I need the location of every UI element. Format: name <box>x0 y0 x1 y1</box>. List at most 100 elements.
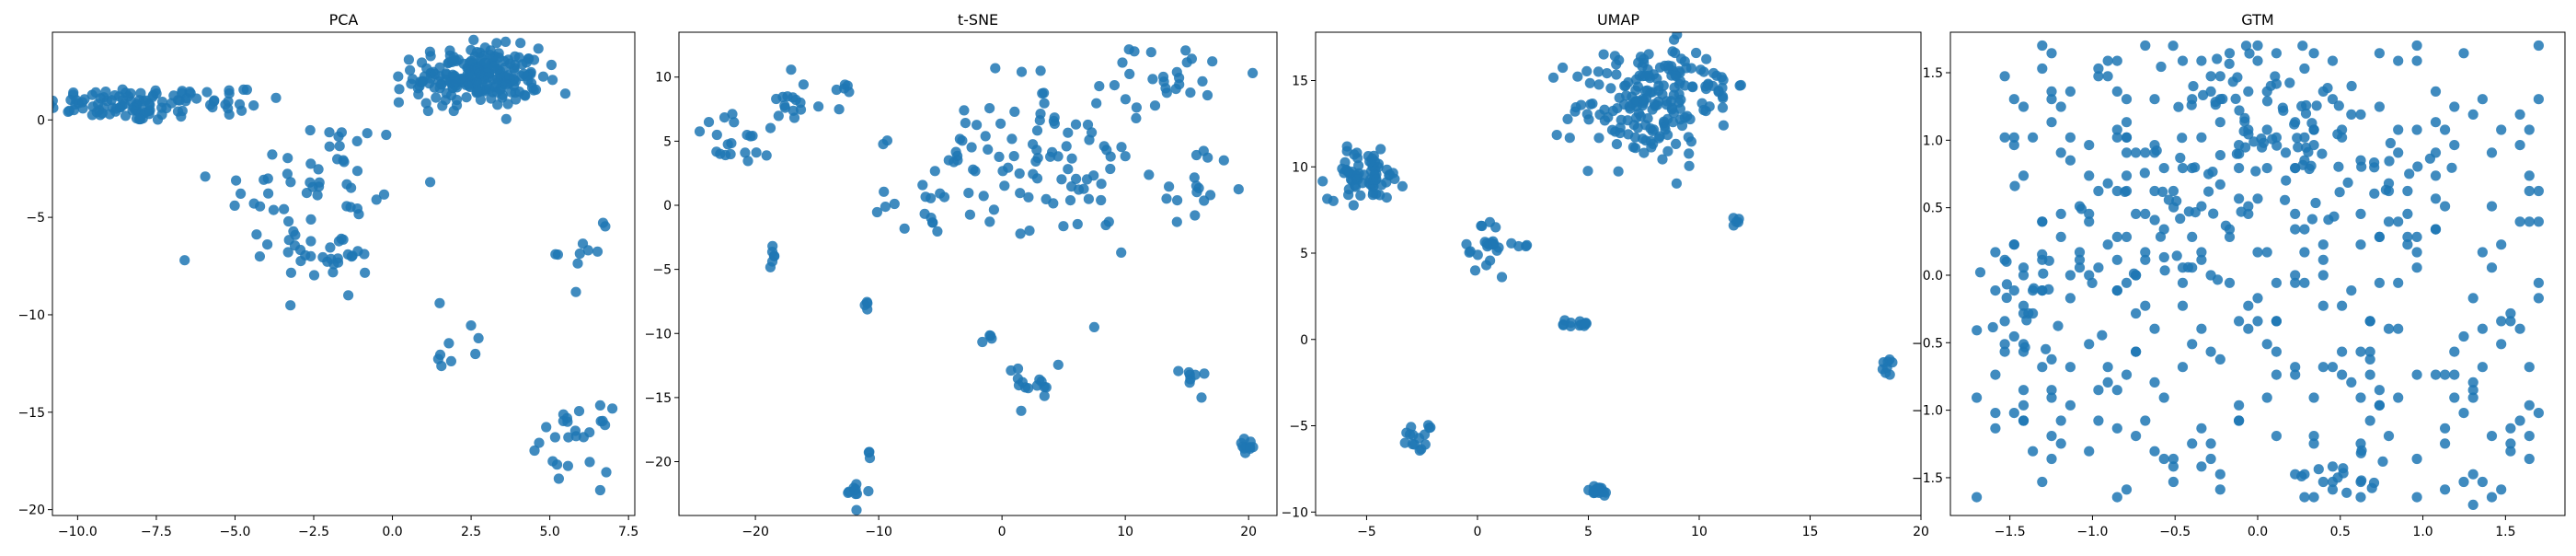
data-point <box>1199 368 1210 379</box>
data-point <box>1171 66 1182 77</box>
x-tick-label: 5.0 <box>539 525 559 539</box>
data-point <box>813 101 824 112</box>
data-point <box>2252 293 2263 304</box>
data-point <box>1633 57 1644 68</box>
data-point <box>1082 119 1094 131</box>
x-tick-label: 10 <box>1117 525 1133 539</box>
data-point <box>2374 231 2385 242</box>
data-point <box>863 486 874 497</box>
panel-pca: PCA −10.0 −7.5 −5.0 −2.5 0.0 2.5 5.0 7.5 0 −5 −10 −1… <box>17 11 638 539</box>
data-point <box>2102 55 2113 66</box>
data-point <box>2173 101 2184 112</box>
data-point <box>1009 106 1020 117</box>
data-point <box>968 164 979 175</box>
data-point <box>445 355 456 366</box>
data-point <box>2171 250 2182 261</box>
data-point <box>2402 231 2413 242</box>
data-point <box>295 256 306 267</box>
data-point <box>1164 181 1175 192</box>
data-point <box>262 239 273 250</box>
data-point <box>2234 316 2245 327</box>
data-point <box>2514 109 2525 120</box>
data-point <box>1218 155 1229 166</box>
data-point <box>502 98 513 110</box>
data-point <box>457 75 468 86</box>
data-point <box>2008 408 2019 419</box>
data-point <box>1381 192 1392 203</box>
x-tick-label: 0 <box>1473 525 1481 539</box>
data-point <box>2524 170 2535 181</box>
data-point <box>1599 104 1610 115</box>
data-point <box>1999 339 2010 350</box>
data-point <box>2168 476 2179 488</box>
data-point <box>180 96 191 107</box>
data-point <box>328 267 339 278</box>
data-point <box>301 188 312 199</box>
data-point <box>2280 147 2292 158</box>
data-point <box>1061 141 1072 152</box>
data-point <box>740 147 751 158</box>
data-point <box>2496 484 2507 495</box>
data-point <box>445 77 456 88</box>
data-point <box>601 467 612 478</box>
data-point <box>788 92 799 103</box>
y-tick-label: 0.0 <box>1923 269 1943 284</box>
data-point <box>1070 119 1082 130</box>
data-point <box>1375 144 1386 155</box>
data-point <box>2214 71 2225 82</box>
data-point <box>2177 163 2189 174</box>
data-point <box>871 206 883 218</box>
data-point <box>1189 172 1200 183</box>
data-point <box>1425 422 1436 433</box>
data-point <box>118 95 129 106</box>
data-point <box>2458 408 2469 419</box>
data-point <box>2018 101 2030 112</box>
data-point <box>1233 184 1244 195</box>
data-point <box>1339 168 1350 179</box>
data-point <box>1341 141 1352 152</box>
data-point <box>1469 265 1481 276</box>
data-point <box>1672 32 1683 41</box>
data-point <box>2533 277 2544 288</box>
data-point <box>1031 173 1043 184</box>
data-point <box>1990 423 2001 434</box>
data-point <box>451 94 463 106</box>
data-point <box>1015 228 1026 239</box>
data-point <box>1671 71 1682 82</box>
data-point <box>2486 201 2498 212</box>
data-point <box>2411 247 2422 258</box>
data-point <box>765 261 776 272</box>
data-point <box>2402 239 2413 250</box>
data-point <box>927 217 938 228</box>
data-point <box>2121 484 2133 495</box>
data-point <box>353 209 364 220</box>
plot-frame <box>52 31 636 516</box>
data-point <box>191 93 202 104</box>
data-point <box>2186 99 2197 110</box>
data-point <box>1572 71 1583 82</box>
data-point <box>2430 86 2442 97</box>
data-point <box>2074 247 2086 258</box>
data-point <box>2076 203 2087 214</box>
data-point <box>2084 140 2095 151</box>
data-point <box>2064 362 2076 373</box>
data-point <box>312 190 323 201</box>
data-point <box>1887 357 1898 368</box>
data-point <box>1666 104 1677 115</box>
x-tick-label: 0 <box>998 525 1006 539</box>
data-point <box>236 188 247 199</box>
data-point <box>1397 180 1408 191</box>
data-point <box>127 105 138 116</box>
data-point <box>1605 83 1616 94</box>
data-point <box>2212 53 2223 64</box>
data-point <box>504 58 516 69</box>
data-point <box>1131 112 1142 123</box>
data-point <box>2261 339 2272 350</box>
data-point <box>201 87 213 98</box>
data-point <box>2102 362 2113 373</box>
data-point <box>2271 316 2282 327</box>
data-point <box>1047 146 1058 157</box>
data-point <box>2411 492 2422 503</box>
data-point <box>2323 214 2334 226</box>
